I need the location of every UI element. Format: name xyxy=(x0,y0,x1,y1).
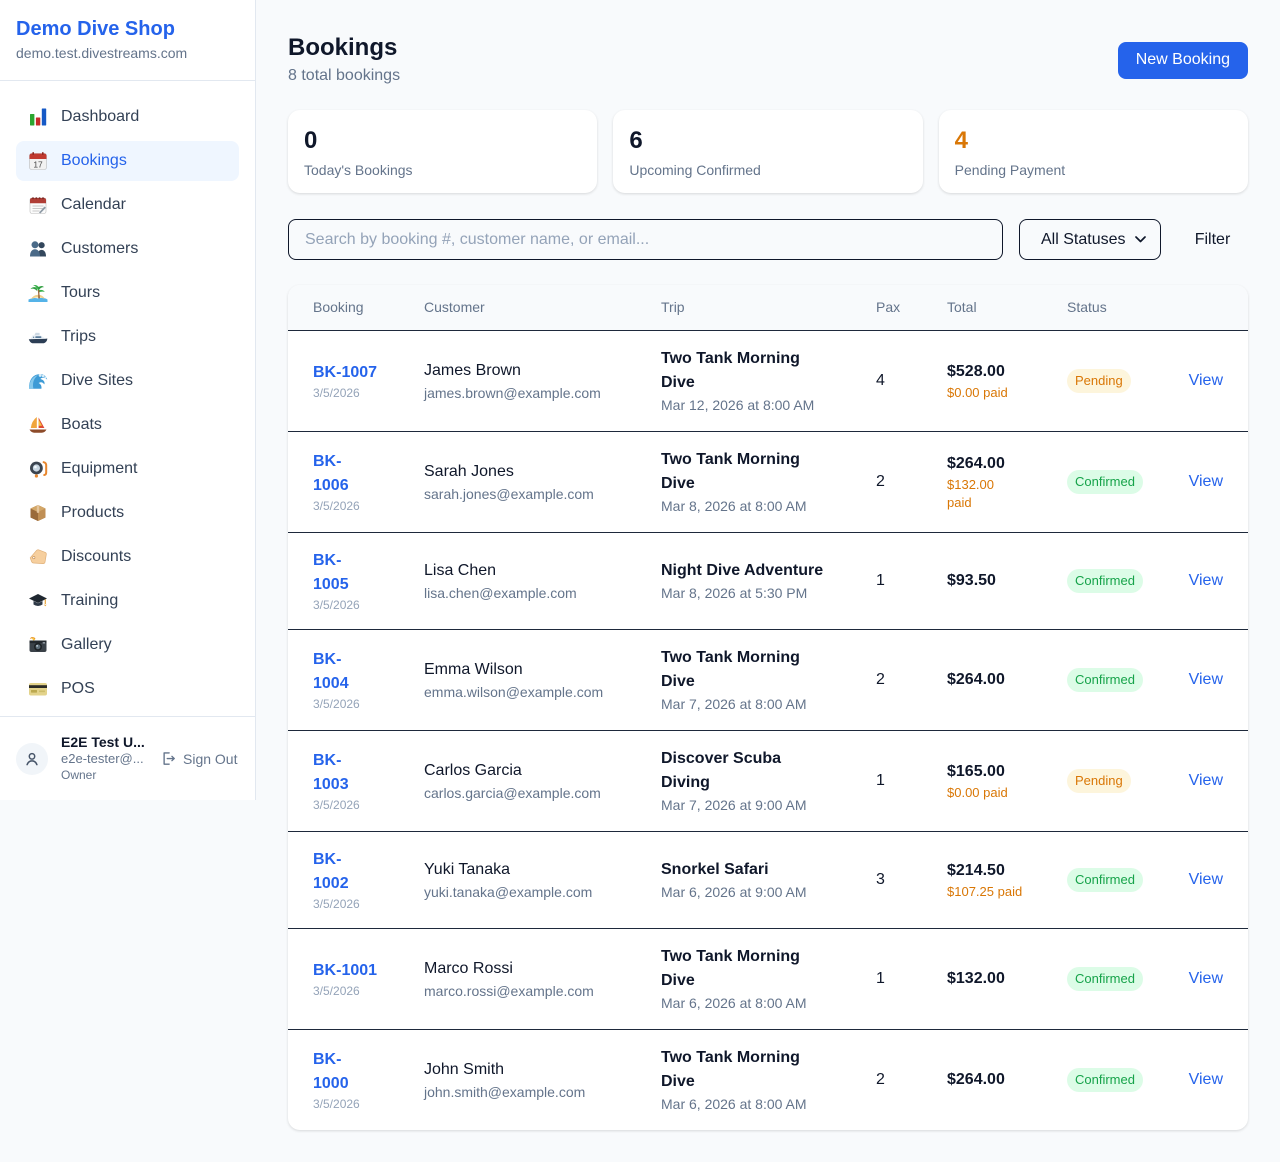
svg-text:17: 17 xyxy=(33,159,43,169)
